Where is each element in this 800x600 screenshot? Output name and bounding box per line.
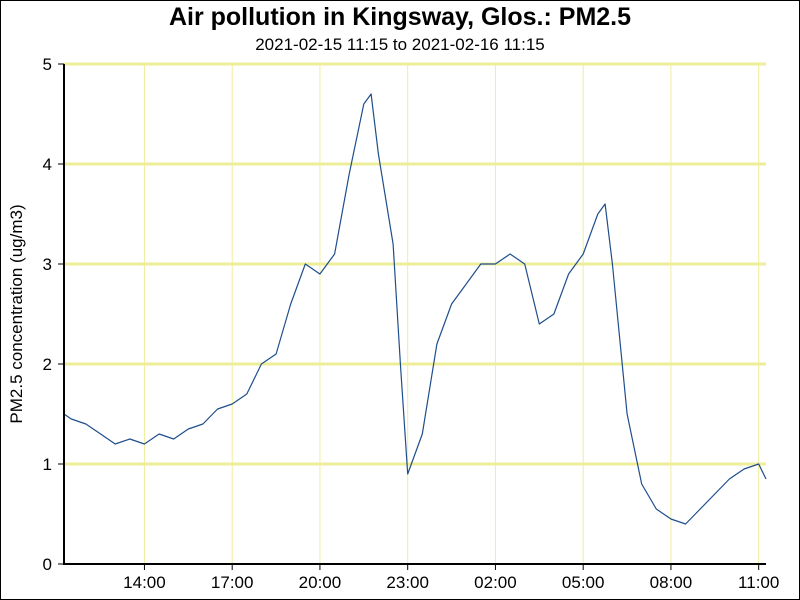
y-tick-label: 3 bbox=[43, 255, 52, 274]
x-tick-label: 08:00 bbox=[650, 573, 693, 592]
y-tick-label: 5 bbox=[43, 55, 52, 74]
y-tick-label: 2 bbox=[43, 355, 52, 374]
x-tick-label: 23:00 bbox=[386, 573, 429, 592]
y-tick-label: 4 bbox=[43, 155, 52, 174]
y-tick-label: 0 bbox=[43, 555, 52, 574]
chart-subtitle: 2021-02-15 11:15 to 2021-02-16 11:15 bbox=[255, 35, 545, 54]
series-line bbox=[63, 93, 767, 525]
x-tick-label: 20:00 bbox=[299, 573, 342, 592]
x-tick-label: 11:00 bbox=[738, 573, 779, 592]
x-tick-label: 14:00 bbox=[123, 573, 166, 592]
x-tick-label: 17:00 bbox=[211, 573, 254, 592]
chart-title: Air pollution in Kingsway, Glos.: PM2.5 bbox=[168, 3, 632, 31]
x-tick-label: 05:00 bbox=[562, 573, 605, 592]
y-tick-label: 1 bbox=[43, 455, 52, 474]
x-tick-label: 02:00 bbox=[474, 573, 517, 592]
